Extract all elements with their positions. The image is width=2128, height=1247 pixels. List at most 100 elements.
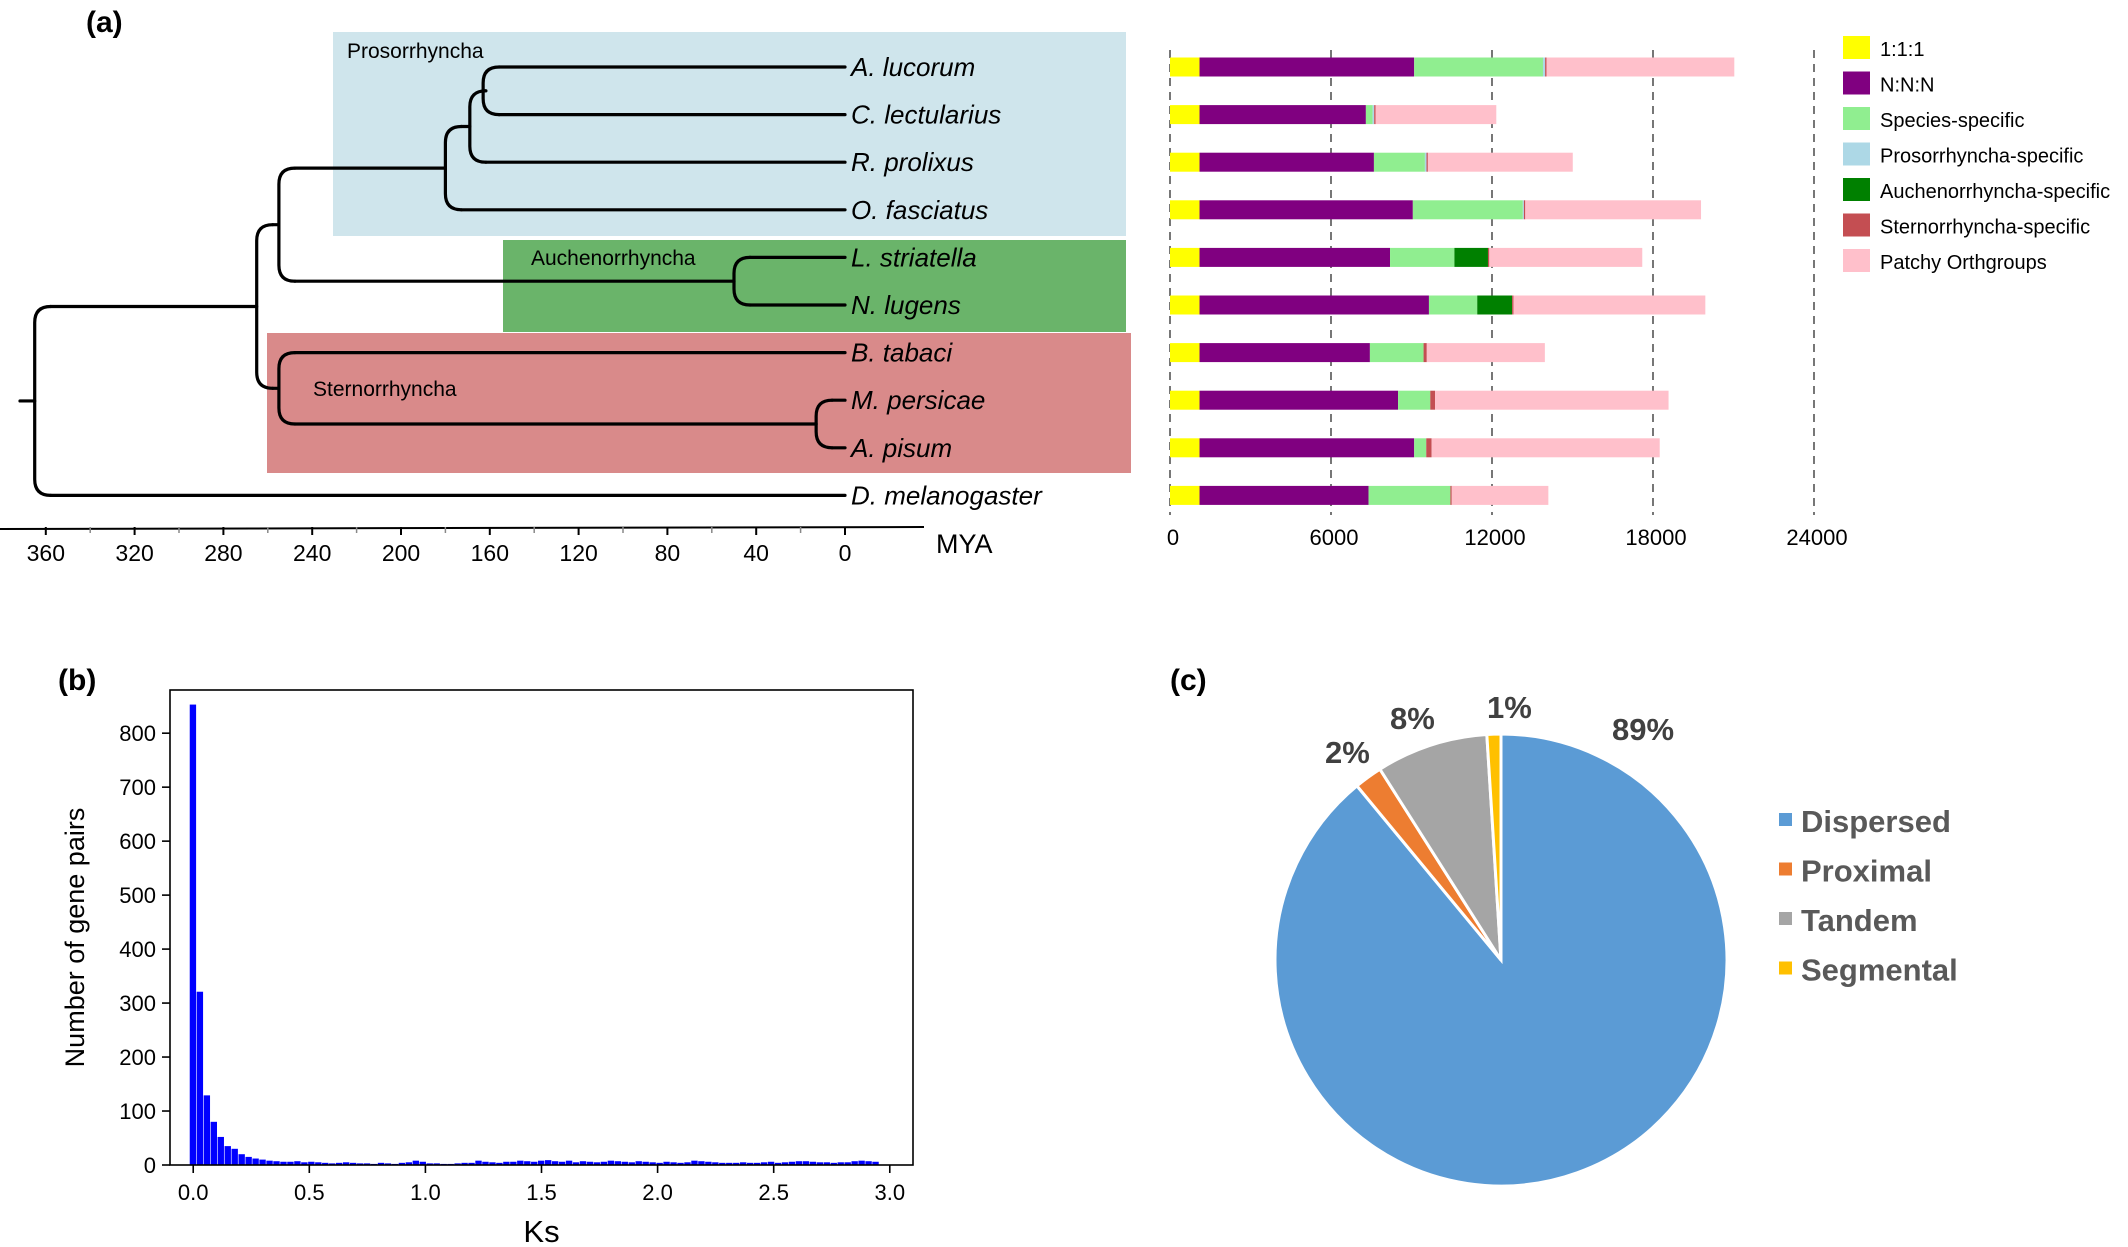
hist-bar — [558, 1161, 566, 1165]
hist-bar — [551, 1161, 559, 1165]
bar-segment-c-lectularius-species-specific — [1365, 105, 1373, 125]
bar-segment-c-lectularius-1-1-1 — [1170, 105, 1200, 125]
pie-value-label-tandem: 8% — [1390, 701, 1435, 736]
hist-bar — [273, 1161, 280, 1165]
hist-bar — [489, 1162, 496, 1165]
bar-segment-m-persicae-sternorrhyncha-specific — [1430, 390, 1436, 410]
hist-bar — [503, 1161, 510, 1165]
taxon-label-n-lugens: N. lugens — [851, 290, 961, 320]
bar-segment-r-prolixus-n-n-n — [1199, 152, 1374, 172]
bar-segment-o-fasciatus-1-1-1 — [1170, 200, 1200, 220]
legend-label-patchy-orthgroups: Patchy Orthgroups — [1880, 252, 2047, 274]
hist-xtick-label: 0.5 — [294, 1180, 325, 1205]
hist-bar — [524, 1161, 531, 1165]
hist-bar — [280, 1161, 287, 1165]
bar-segment-n-lugens-1-1-1 — [1170, 295, 1200, 315]
hist-bar — [684, 1162, 691, 1165]
bar-segment-l-striatella-auchenorrhyncha-specific — [1454, 247, 1488, 267]
hist-ytick-label: 600 — [119, 829, 156, 854]
bar-segment-c-lectularius-n-n-n — [1199, 105, 1366, 125]
bar-segment-a-lucorum-sternorrhyncha-specific — [1545, 57, 1547, 77]
legend-swatch-sternorrhyncha-specific — [1843, 213, 1870, 237]
bar-segment-a-lucorum-n-n-n — [1199, 57, 1415, 77]
hist-xtick-label: 1.5 — [526, 1180, 557, 1205]
hist-bar — [301, 1162, 308, 1165]
bar-segment-l-striatella-species-specific — [1390, 247, 1455, 267]
bar-segment-b-tabaci-1-1-1 — [1170, 343, 1200, 363]
ks-histogram: 0.0 0.5 1.0 1.5 2.0 2.5 3.0 0 100 200 300 400 500 600… — [60, 689, 914, 1247]
hist-ylabel: Number of gene pairs — [60, 808, 90, 1068]
bar-segment-n-lugens-n-n-n — [1199, 295, 1429, 315]
hist-xtick-label: 1.0 — [410, 1180, 441, 1205]
bar-segment-a-lucorum-patchy-orthgroups — [1546, 57, 1735, 77]
hist-bar — [628, 1162, 635, 1165]
bar-segment-b-tabaci-patchy-orthgroups — [1426, 343, 1545, 363]
legend-swatch-species-specific — [1843, 107, 1870, 130]
clade-label-sternorrhyncha: Sternorrhyncha — [313, 378, 457, 401]
hist-bar — [656, 1162, 663, 1165]
bar-segment-m-persicae-n-n-n — [1199, 390, 1399, 410]
hist-bar — [287, 1161, 294, 1165]
bar-segment-l-striatella-sternorrhyncha-specific — [1487, 247, 1490, 267]
hist-bar — [586, 1161, 594, 1165]
hist-bar — [621, 1161, 628, 1165]
hist-xtick-label: 0.0 — [178, 1180, 209, 1205]
bar-segment-a-lucorum-prosorrhyncha-specific — [1542, 57, 1546, 77]
pie-legend-swatch-tandem — [1779, 912, 1792, 925]
bar-segment-d-melanogaster-patchy-orthgroups — [1451, 485, 1549, 505]
hist-bar — [712, 1162, 719, 1165]
hist-bar — [746, 1162, 754, 1165]
bar-segment-a-pisum-patchy-orthgroups — [1431, 438, 1660, 458]
hist-bar — [377, 1162, 385, 1165]
pie-legend-label-dispersed: Dispersed — [1801, 804, 1951, 839]
hist-bar — [531, 1161, 538, 1165]
hist-bar — [398, 1162, 406, 1165]
hist-ytick-label: 400 — [119, 937, 156, 962]
panel-label-c: (c) — [1170, 664, 1207, 697]
bar-segment-b-tabaci-species-specific — [1369, 343, 1424, 363]
hist-bar — [600, 1161, 608, 1165]
bar-segment-a-lucorum-species-specific — [1414, 57, 1543, 77]
taxon-label-o-fasciatus: O. fasciatus — [851, 195, 988, 225]
hist-bar — [788, 1161, 796, 1165]
legend-swatch-patchy-orthgroups — [1843, 249, 1870, 272]
legend-swatch-n-n-n — [1843, 71, 1870, 95]
bar-segment-m-persicae-species-specific — [1398, 390, 1431, 410]
hist-bar — [315, 1162, 322, 1165]
hist-bar — [356, 1163, 364, 1165]
hist-bar — [733, 1162, 740, 1165]
hist-bar — [593, 1162, 601, 1165]
hist-bar — [858, 1160, 865, 1165]
hist-frame — [169, 689, 914, 1166]
taxon-label-d-melanogaster: D. melanogaster — [851, 480, 1043, 510]
legend-label-sternorrhyncha-specific: Sternorrhyncha-specific — [1880, 217, 2090, 239]
legend-label-prosorrhyncha-specific: Prosorrhyncha-specific — [1880, 146, 2083, 168]
pie-slice-tandem — [1377, 732, 1503, 961]
hist-bar — [426, 1163, 433, 1165]
hist-bar — [642, 1161, 649, 1165]
taxon-label-b-tabaci: B. tabaci — [851, 338, 953, 368]
duplication-pie-chart: 89% 2% 8% 1% Dispersed Proximal Tandem Segmenta… — [1273, 690, 1958, 1188]
stack-xtick-label: 24000 — [1786, 525, 1847, 550]
bar-segment-d-melanogaster-sternorrhyncha-specific — [1450, 485, 1452, 505]
panel-label-b: (b) — [58, 664, 96, 697]
bar-segment-n-lugens-patchy-orthgroups — [1513, 295, 1706, 315]
tree-axis-tick-label: 200 — [382, 540, 420, 566]
hist-bar — [774, 1162, 782, 1165]
bar-segment-d-melanogaster-species-specific — [1368, 485, 1451, 505]
hist-bar — [384, 1163, 392, 1165]
bar-segment-d-melanogaster-1-1-1 — [1170, 485, 1200, 505]
tree-axis-tick-label: 360 — [27, 540, 65, 566]
hist-bar — [670, 1162, 677, 1165]
tree-axis-line — [0, 526, 925, 530]
hist-bar — [196, 991, 204, 1165]
bar-segment-n-lugens-auchenorrhyncha-specific — [1477, 295, 1513, 315]
bar-segment-m-persicae-patchy-orthgroups — [1435, 390, 1669, 410]
hist-bar — [231, 1148, 238, 1165]
bar-segment-r-prolixus-species-specific — [1373, 152, 1425, 172]
bar-segment-l-striatella-1-1-1 — [1170, 247, 1200, 267]
clade-box-sternorrhyncha — [267, 333, 1131, 473]
hist-bar — [544, 1160, 552, 1165]
hist-bar — [635, 1161, 642, 1165]
hist-bar — [363, 1163, 371, 1165]
